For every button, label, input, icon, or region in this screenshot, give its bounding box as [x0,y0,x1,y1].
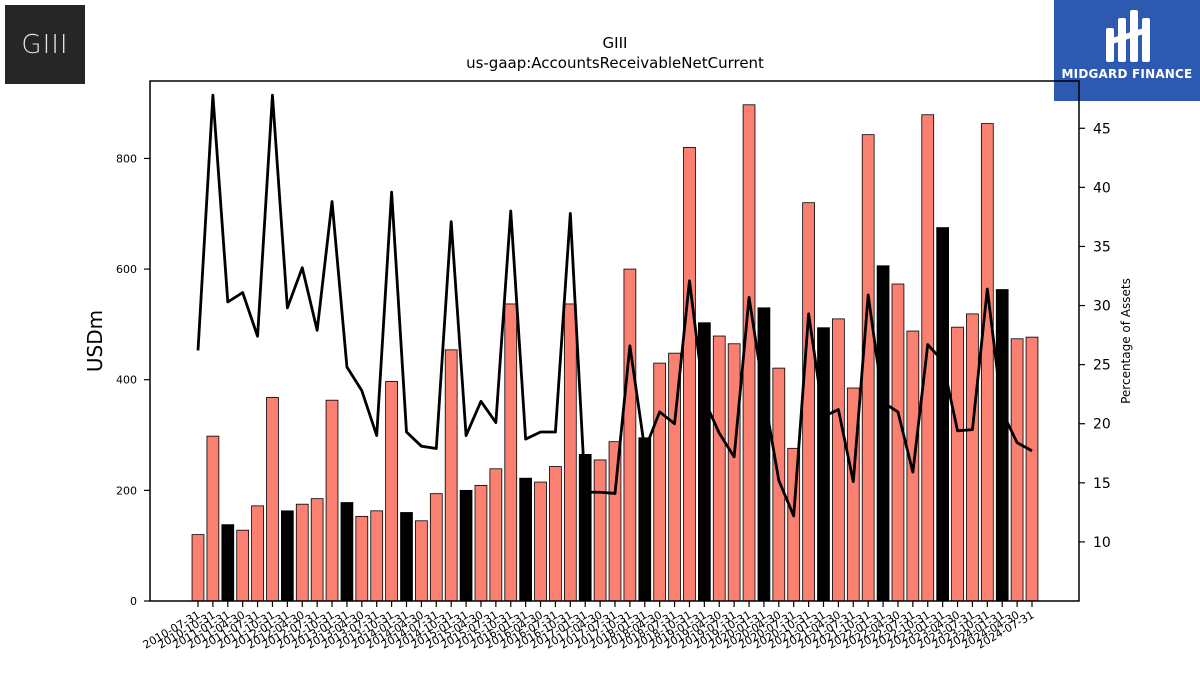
midgard-finance-logo: MIDGARD FINANCE [1054,0,1200,101]
chart-subtitle: us-gaap:AccountsReceivableNetCurrent [466,54,764,72]
y2-tick-label: 25 [1093,358,1111,374]
bar [325,399,339,602]
bar [757,307,771,602]
y-tick-label: 200 [116,484,137,497]
bar [712,335,726,602]
bar [936,227,950,602]
bar [191,534,205,602]
giii-logo: GIII [5,5,85,84]
bar [891,283,905,602]
y2-tick-label: 35 [1093,239,1111,255]
y-tick-label: 0 [130,595,137,608]
x-axis-ticks: 2010-07-312010-10-312011-01-312011-04-30… [141,601,1037,652]
bar [206,435,220,602]
bar [563,303,577,602]
bar [980,123,994,602]
midgard-finance-label: MIDGARD FINANCE [1061,67,1193,81]
bar [474,484,488,602]
bar [653,362,667,602]
bar [549,466,562,602]
y2-tick-label: 10 [1093,535,1111,551]
y-axis-ticks: 0 200 400 600 800 [116,152,150,608]
bar [951,326,964,602]
bar [340,502,354,602]
y-axis-label: USDm [83,310,107,372]
bar [385,380,398,602]
bar [280,510,294,602]
bar [534,481,547,602]
chart-title: GIII [603,34,628,52]
y-tick-label: 800 [116,152,137,165]
bar [638,437,652,602]
bar [236,529,250,602]
bar [415,520,428,602]
bar [921,114,935,602]
bar [295,503,309,602]
y2-tick-label: 30 [1093,299,1111,315]
bar [459,489,473,602]
y2-tick-label: 40 [1093,180,1111,196]
bar [727,343,741,602]
bar [504,303,518,602]
bar-group [191,104,1039,602]
bar [444,349,458,602]
y2-tick-label: 45 [1093,121,1111,137]
bar [772,367,786,602]
bar [802,202,815,602]
giii-logo-text: GIII [21,29,69,60]
bar [966,313,979,602]
bar [310,498,324,602]
percentage-line [196,93,1033,518]
bar [266,397,279,602]
bar [593,459,607,602]
bar [370,510,384,602]
bar [1025,336,1039,602]
bar [429,493,443,602]
y-tick-label: 600 [116,263,137,276]
line-group [196,93,1033,518]
bar [832,318,845,602]
y2-tick-label: 15 [1093,476,1111,492]
y2-axis-label: Percentage of Assets [1119,278,1133,404]
y-tick-label: 400 [116,374,137,387]
bar [221,524,235,602]
y2-axis-ticks: 10 15 20 25 30 35 40 45 [1079,121,1111,551]
bar [876,265,890,602]
bar [1010,338,1024,602]
bar [355,515,369,602]
bar [251,505,264,602]
bar [683,146,696,602]
midgard-mark-icon [1106,10,1150,62]
bar [817,327,830,602]
bar [623,268,637,602]
bar [489,468,503,602]
bar [400,512,413,602]
bar [519,477,533,602]
bar [995,289,1009,602]
bar [861,134,875,602]
y2-tick-label: 20 [1093,417,1111,433]
